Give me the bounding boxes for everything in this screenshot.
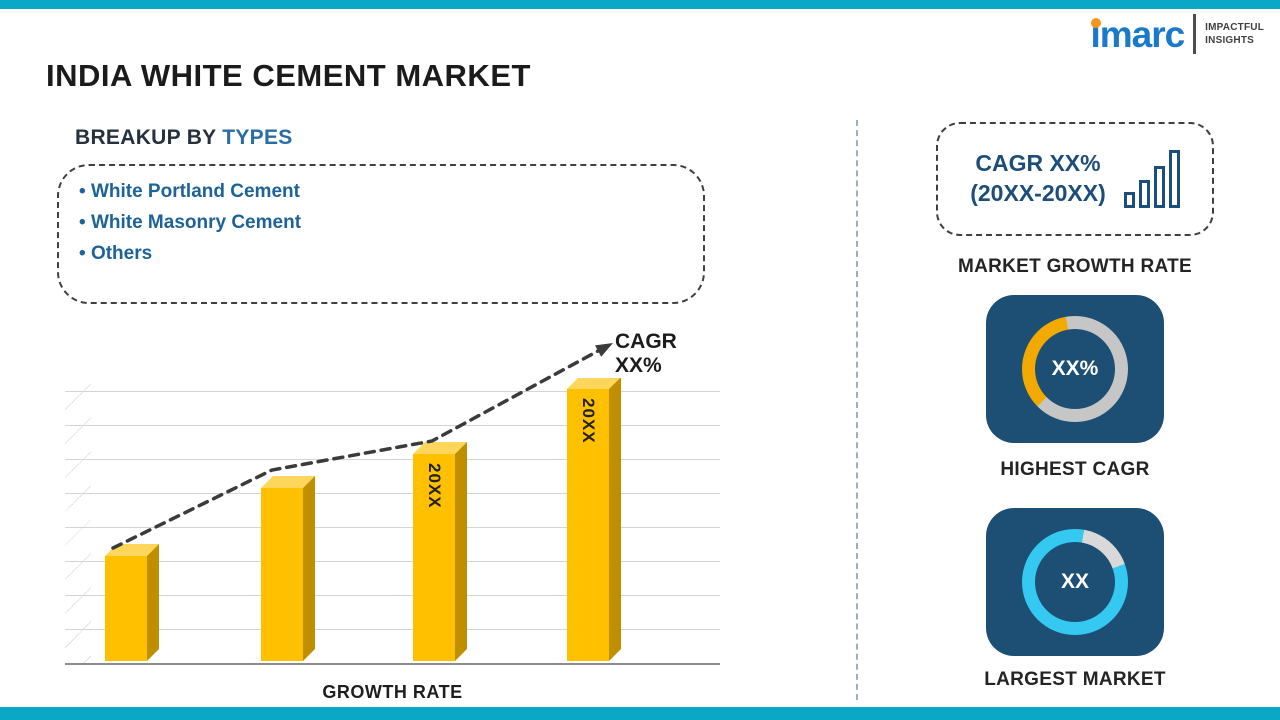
top-accent-bar: [0, 0, 1280, 9]
x-axis-label: GROWTH RATE: [322, 682, 463, 702]
logo-divider: [1193, 14, 1197, 54]
largest-market-card: XX: [986, 508, 1164, 656]
caption-highest-cagr: HIGHEST CAGR: [1000, 459, 1150, 480]
trend-cagr-label: CAGR XX%: [615, 330, 677, 377]
trend-arrowhead: [595, 343, 613, 357]
page-title: INDIA WHITE CEMENT MARKET: [46, 58, 531, 93]
types-list: White Portland Cement White Masonry Ceme…: [79, 176, 683, 269]
breakup-heading: BREAKUP BY TYPES: [75, 126, 293, 150]
list-item: Others: [79, 238, 683, 269]
cagr-line1: CAGR XX%: [975, 150, 1101, 177]
breakup-heading-prefix: BREAKUP BY: [75, 126, 217, 149]
bar-label: 20XX: [425, 463, 444, 509]
highest-cagr-donut-chart: XX%: [1022, 316, 1128, 422]
section-divider: [856, 120, 858, 700]
brand-dot-icon: [1091, 17, 1102, 28]
largest-market-donut-chart: XX: [1022, 529, 1128, 635]
types-box: White Portland Cement White Masonry Ceme…: [57, 164, 705, 304]
imarc-logo: imarc IMPACTFUL INSIGHTS: [1090, 14, 1264, 54]
plot-area: 20XX 20XX: [65, 378, 720, 665]
trend-arrow-icon: [111, 343, 613, 550]
logo-tagline-line2: INSIGHTS: [1205, 35, 1254, 46]
list-item: White Portland Cement: [79, 176, 683, 207]
bar-3: 20XX: [413, 442, 467, 661]
caption-largest-market: LARGEST MARKET: [984, 669, 1166, 690]
bar-front-face: [105, 556, 147, 661]
bar-chart-icon: [1123, 150, 1180, 208]
donut-hole: [1035, 329, 1115, 409]
bar-label: 20XX: [579, 398, 598, 444]
list-item: White Masonry Cement: [79, 207, 683, 238]
highest-cagr-card: XX%: [986, 295, 1164, 443]
bar-front-face: 20XX: [567, 389, 609, 661]
bar-2: [261, 476, 315, 661]
highest-cagr-value: XX%: [1051, 357, 1099, 380]
logo-tagline: IMPACTFUL INSIGHTS: [1205, 21, 1264, 47]
breakup-heading-highlight: TYPES: [222, 126, 293, 149]
bar-1: [105, 544, 159, 661]
trend-line: [111, 349, 600, 550]
bar-front-face: [261, 488, 303, 661]
largest-market-value: XX: [1060, 570, 1089, 593]
brand-text: imarc: [1090, 13, 1185, 55]
bar-front-face: 20XX: [413, 454, 455, 661]
bottom-accent-bar: [0, 707, 1280, 720]
cagr-growth-box: CAGR XX% (20XX-20XX): [936, 122, 1214, 236]
caption-market-growth-rate: MARKET GROWTH RATE: [957, 256, 1193, 277]
brand-wordmark: imarc: [1090, 13, 1185, 55]
logo-tagline-line1: IMPACTFUL: [1205, 22, 1264, 33]
cagr-line2: (20XX-20XX): [970, 180, 1106, 206]
bar-4: 20XX: [567, 378, 621, 661]
growth-rate-bar-chart: 20XX 20XX CAGR XX% GROWTH RATE: [65, 330, 720, 702]
cagr-growth-text: CAGR XX% (20XX-20XX): [970, 149, 1106, 209]
donut-hole: [1035, 542, 1115, 622]
